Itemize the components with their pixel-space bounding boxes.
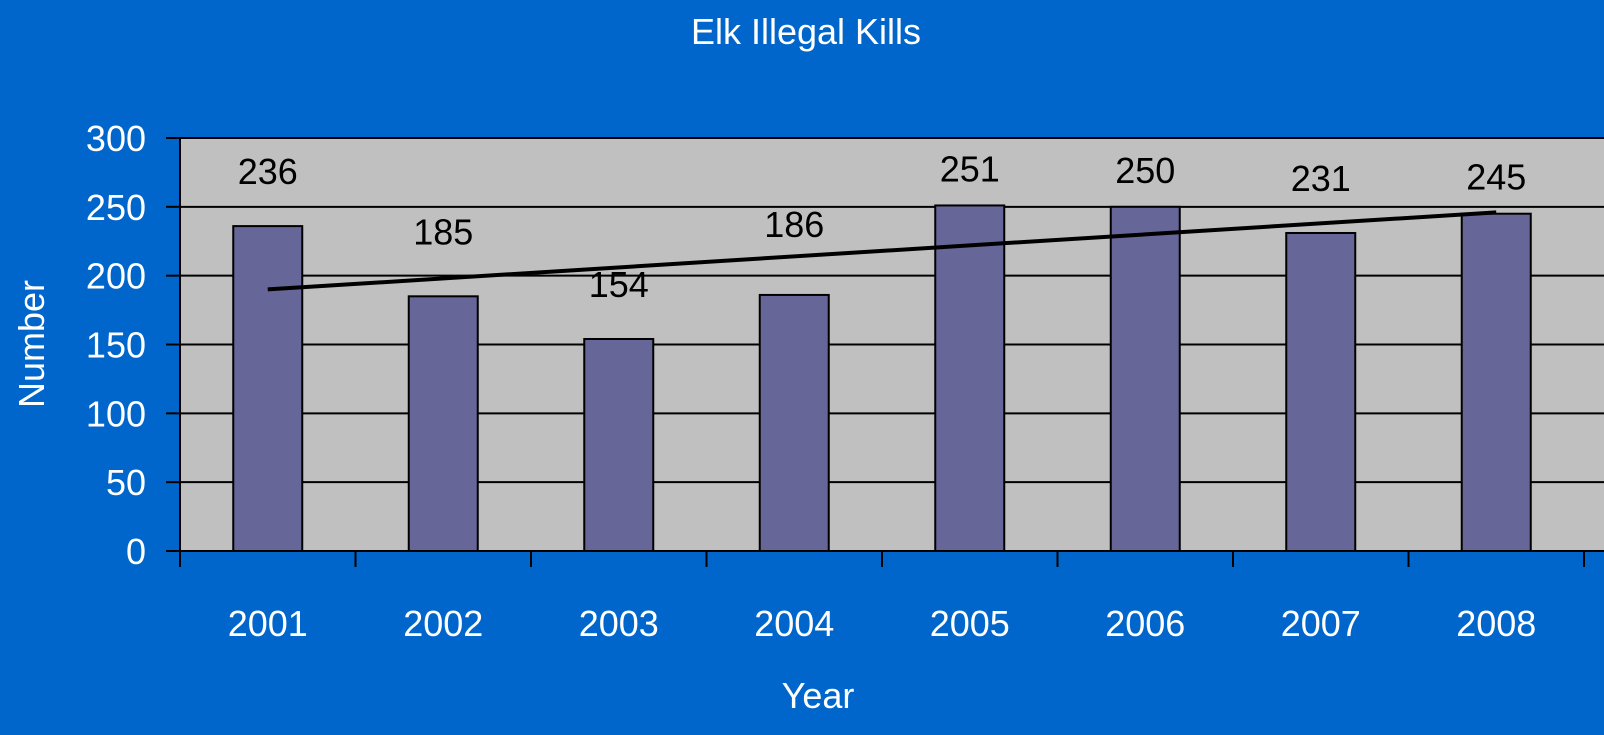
data-label-2002: 185 xyxy=(413,211,473,252)
y-tick-label: 100 xyxy=(86,393,146,434)
bar-2004 xyxy=(758,293,830,552)
data-label-2004: 186 xyxy=(764,204,824,245)
y-tick-label: 0 xyxy=(126,531,146,572)
y-tick-label: 300 xyxy=(86,118,146,159)
x-tick-label-2007: 2007 xyxy=(1281,603,1361,644)
x-tick-label-2004: 2004 xyxy=(754,603,834,644)
data-label-2006: 250 xyxy=(1115,150,1175,191)
bar-2007 xyxy=(1285,231,1357,553)
bar-2001 xyxy=(232,225,304,553)
data-label-2005: 251 xyxy=(940,148,1000,189)
trendline xyxy=(267,210,1497,292)
x-tick-label-2001: 2001 xyxy=(228,603,308,644)
bar-2005 xyxy=(934,204,1006,552)
data-label-2001: 236 xyxy=(238,151,298,192)
y-tick-label: 50 xyxy=(106,462,146,503)
data-label-2007: 231 xyxy=(1291,158,1351,199)
data-label-2008: 245 xyxy=(1466,157,1526,198)
axes xyxy=(166,137,1604,567)
x-tick-labels: 2001 2002 2003 2004 2005 2006 2007 2008 xyxy=(228,603,1537,644)
bar-2006 xyxy=(1109,205,1181,552)
data-label-2003: 154 xyxy=(589,264,649,305)
bar-2003 xyxy=(583,337,655,553)
x-tick-label-2006: 2006 xyxy=(1105,603,1185,644)
x-tick-label-2003: 2003 xyxy=(579,603,659,644)
bars xyxy=(232,204,1532,553)
x-tick-label-2008: 2008 xyxy=(1456,603,1536,644)
bar-2002 xyxy=(407,295,479,553)
y-tick-label: 250 xyxy=(86,187,146,228)
y-tick-label: 200 xyxy=(86,256,146,297)
chart-title: Elk Illegal Kills xyxy=(691,11,921,52)
x-tick-label-2005: 2005 xyxy=(930,603,1010,644)
y-axis-label: Number xyxy=(11,280,52,408)
y-tick-label: 150 xyxy=(86,325,146,366)
data-labels: 236 185 154 186 251 250 231 245 xyxy=(238,148,1527,305)
x-axis-label: Year xyxy=(782,675,855,716)
y-tick-labels: 0 50 100 150 200 250 300 xyxy=(86,118,146,572)
bar-2008 xyxy=(1460,212,1532,552)
x-tick-label-2002: 2002 xyxy=(403,603,483,644)
